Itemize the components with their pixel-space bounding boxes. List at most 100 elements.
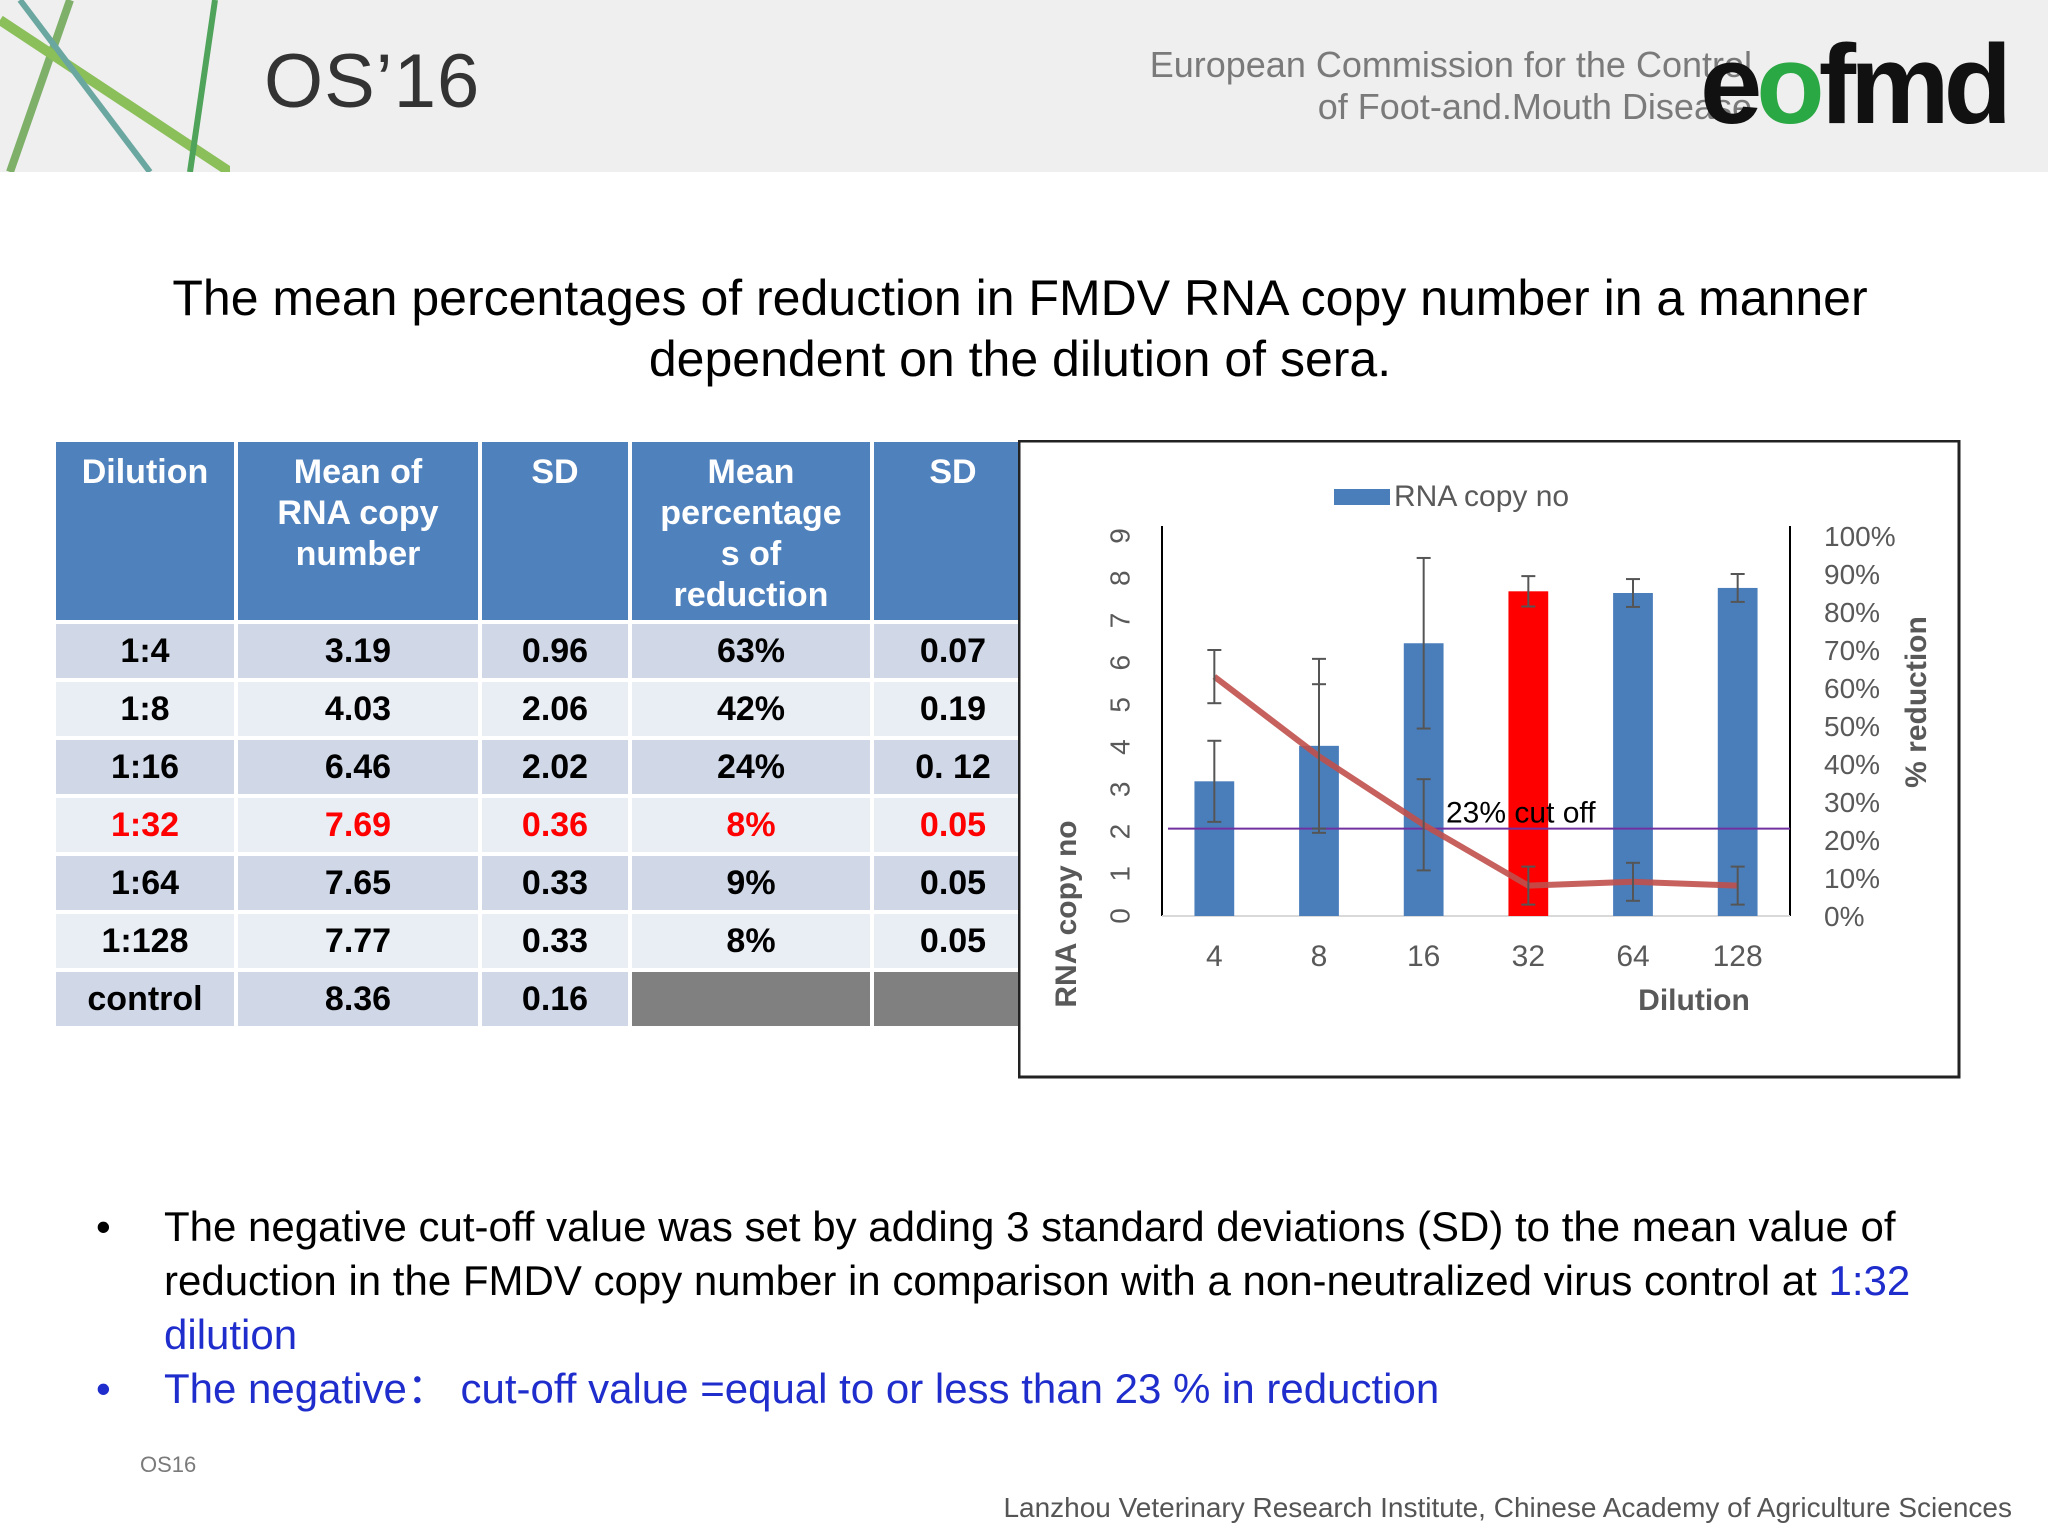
y-tick-label: 2 [1104,824,1135,840]
commission-name: European Commission for the Control of F… [1150,44,1752,128]
header-banner: OS’16 European Commission for the Contro… [0,0,2048,172]
y-tick-label: 0 [1104,908,1135,924]
bullet-item-1: • The negative cut-off value was set by … [96,1200,1976,1362]
cell-sd-reduction: 0.05 [874,798,1032,852]
cell-sd: 2.02 [482,740,628,794]
title-line-1: The mean percentages of reduction in FMD… [172,270,1868,326]
logo-part-e: e [1699,22,1762,147]
cell-mean-rna: 7.69 [238,798,478,852]
cell-mean-rna: 6.46 [238,740,478,794]
cell-empty [632,972,870,1026]
cell-sd-reduction: 0.19 [874,682,1032,736]
header-dilution: Dilution [56,442,234,620]
y2-tick-label: 40% [1824,749,1880,780]
x-tick-label: 128 [1713,940,1763,973]
y2-tick-label: 50% [1824,711,1880,742]
bullet-text-2: The negative： cut-off value =equal to or… [164,1365,1440,1412]
legend-label: RNA copy no [1394,480,1569,513]
results-table: Dilution Mean of RNA copy number SD Mean pe… [52,438,1036,1030]
decorative-lines-graphic [0,0,230,172]
bar-rna-copy-128 [1717,587,1758,916]
conference-title: OS’16 [264,39,481,124]
y2-axis-title: % reduction [1900,616,1933,788]
eufmd-logo: eofmd [1699,20,2012,149]
bullet-dot: • [96,1203,111,1250]
chart-frame [1018,440,1961,1079]
cell-empty [874,972,1032,1026]
cell-dilution: control [56,972,234,1026]
y-axis-title: RNA copy no [1050,820,1083,1007]
table-row: 1:16 6.46 2.02 24% 0. 12 [56,740,1032,794]
table-row-control: control 8.36 0.16 [56,972,1032,1026]
x-tick-label: 4 [1206,940,1223,973]
cell-sd: 0.33 [482,914,628,968]
cell-dilution: 1:32 [56,798,234,852]
y-tick-label: 1 [1104,866,1135,882]
y2-tick-label: 80% [1824,597,1880,628]
y2-tick-label: 10% [1824,863,1880,894]
x-tick-label: 16 [1407,940,1440,973]
cell-mean-rna: 7.65 [238,856,478,910]
y-tick-label: 8 [1104,570,1135,586]
dilution-chart: RNA copy no 01234567890%10%20%30%40%50%6… [1018,440,1961,1079]
y-tick-label: 6 [1104,655,1135,671]
y-tick-label: 3 [1104,782,1135,798]
bullet-highlight-dilution: 1:32 dilution [164,1257,1911,1358]
y2-tick-label: 70% [1824,635,1880,666]
cell-sd-reduction: 0. 12 [874,740,1032,794]
cell-reduction: 63% [632,624,870,678]
y2-tick-label: 0% [1824,901,1864,932]
footer-slide-label: OS16 [140,1452,197,1477]
y2-tick-label: 20% [1824,825,1880,856]
reduction-line [1212,674,1738,889]
logo-part-o: o [1756,22,1824,147]
header-sd-1: SD [482,442,628,620]
table-row: 1:8 4.03 2.06 42% 0.19 [56,682,1032,736]
cell-reduction: 9% [632,856,870,910]
x-tick-label: 8 [1311,940,1328,973]
cell-sd: 0.16 [482,972,628,1026]
cell-dilution: 1:8 [56,682,234,736]
commission-line-2: of Foot-and.Mouth Disease [1317,86,1752,127]
slide-title: The mean percentages of reduction in FMD… [100,268,1940,390]
cell-reduction: 8% [632,914,870,968]
bullet-dot: • [96,1365,111,1412]
cell-mean-rna: 4.03 [238,682,478,736]
cell-sd-reduction: 0.05 [874,856,1032,910]
y2-tick-label: 60% [1824,673,1880,704]
cell-sd: 0.36 [482,798,628,852]
x-axis-title: Dilution [1638,984,1750,1017]
cutoff-annotation: 23% cut off [1446,797,1596,830]
y2-tick-label: 30% [1824,787,1880,818]
bullet-text-1: The negative cut-off value was set by ad… [164,1203,1896,1304]
cell-mean-rna: 8.36 [238,972,478,1026]
cell-mean-rna: 7.77 [238,914,478,968]
x-tick-label: 64 [1616,940,1649,973]
header-mean-reduction: Mean percentage s of reduction [632,442,870,620]
x-tick-label: 32 [1512,940,1545,973]
cell-dilution: 1:4 [56,624,234,678]
cell-reduction: 42% [632,682,870,736]
y2-tick-label: 90% [1824,559,1880,590]
cell-sd: 0.33 [482,856,628,910]
y-tick-label: 9 [1104,528,1135,544]
cell-mean-rna: 3.19 [238,624,478,678]
logo-part-fmd: fmd [1818,22,2012,147]
commission-line-1: European Commission for the Control [1149,44,1752,85]
header-sd-2: SD [874,442,1032,620]
table-row: 1:128 7.77 0.33 8% 0.05 [56,914,1032,968]
cell-reduction: 24% [632,740,870,794]
header-mean-rna: Mean of RNA copy number [238,442,478,620]
y-tick-label: 5 [1104,697,1135,713]
title-line-2: dependent on the dilution of sera. [648,331,1392,387]
cell-dilution: 1:64 [56,856,234,910]
legend-swatch [1334,489,1390,505]
table-header-row: Dilution Mean of RNA copy number SD Mean pe… [56,442,1032,620]
cell-sd-reduction: 0.05 [874,914,1032,968]
cell-sd: 2.06 [482,682,628,736]
bullet-list: • The negative cut-off value was set by … [96,1200,1976,1416]
table-row: 1:64 7.65 0.33 9% 0.05 [56,856,1032,910]
footer-institute: Lanzhou Veterinary Research Institute, C… [1003,1492,2012,1523]
cell-sd-reduction: 0.07 [874,624,1032,678]
bullet-item-2: • The negative： cut-off value =equal to … [96,1362,1976,1416]
